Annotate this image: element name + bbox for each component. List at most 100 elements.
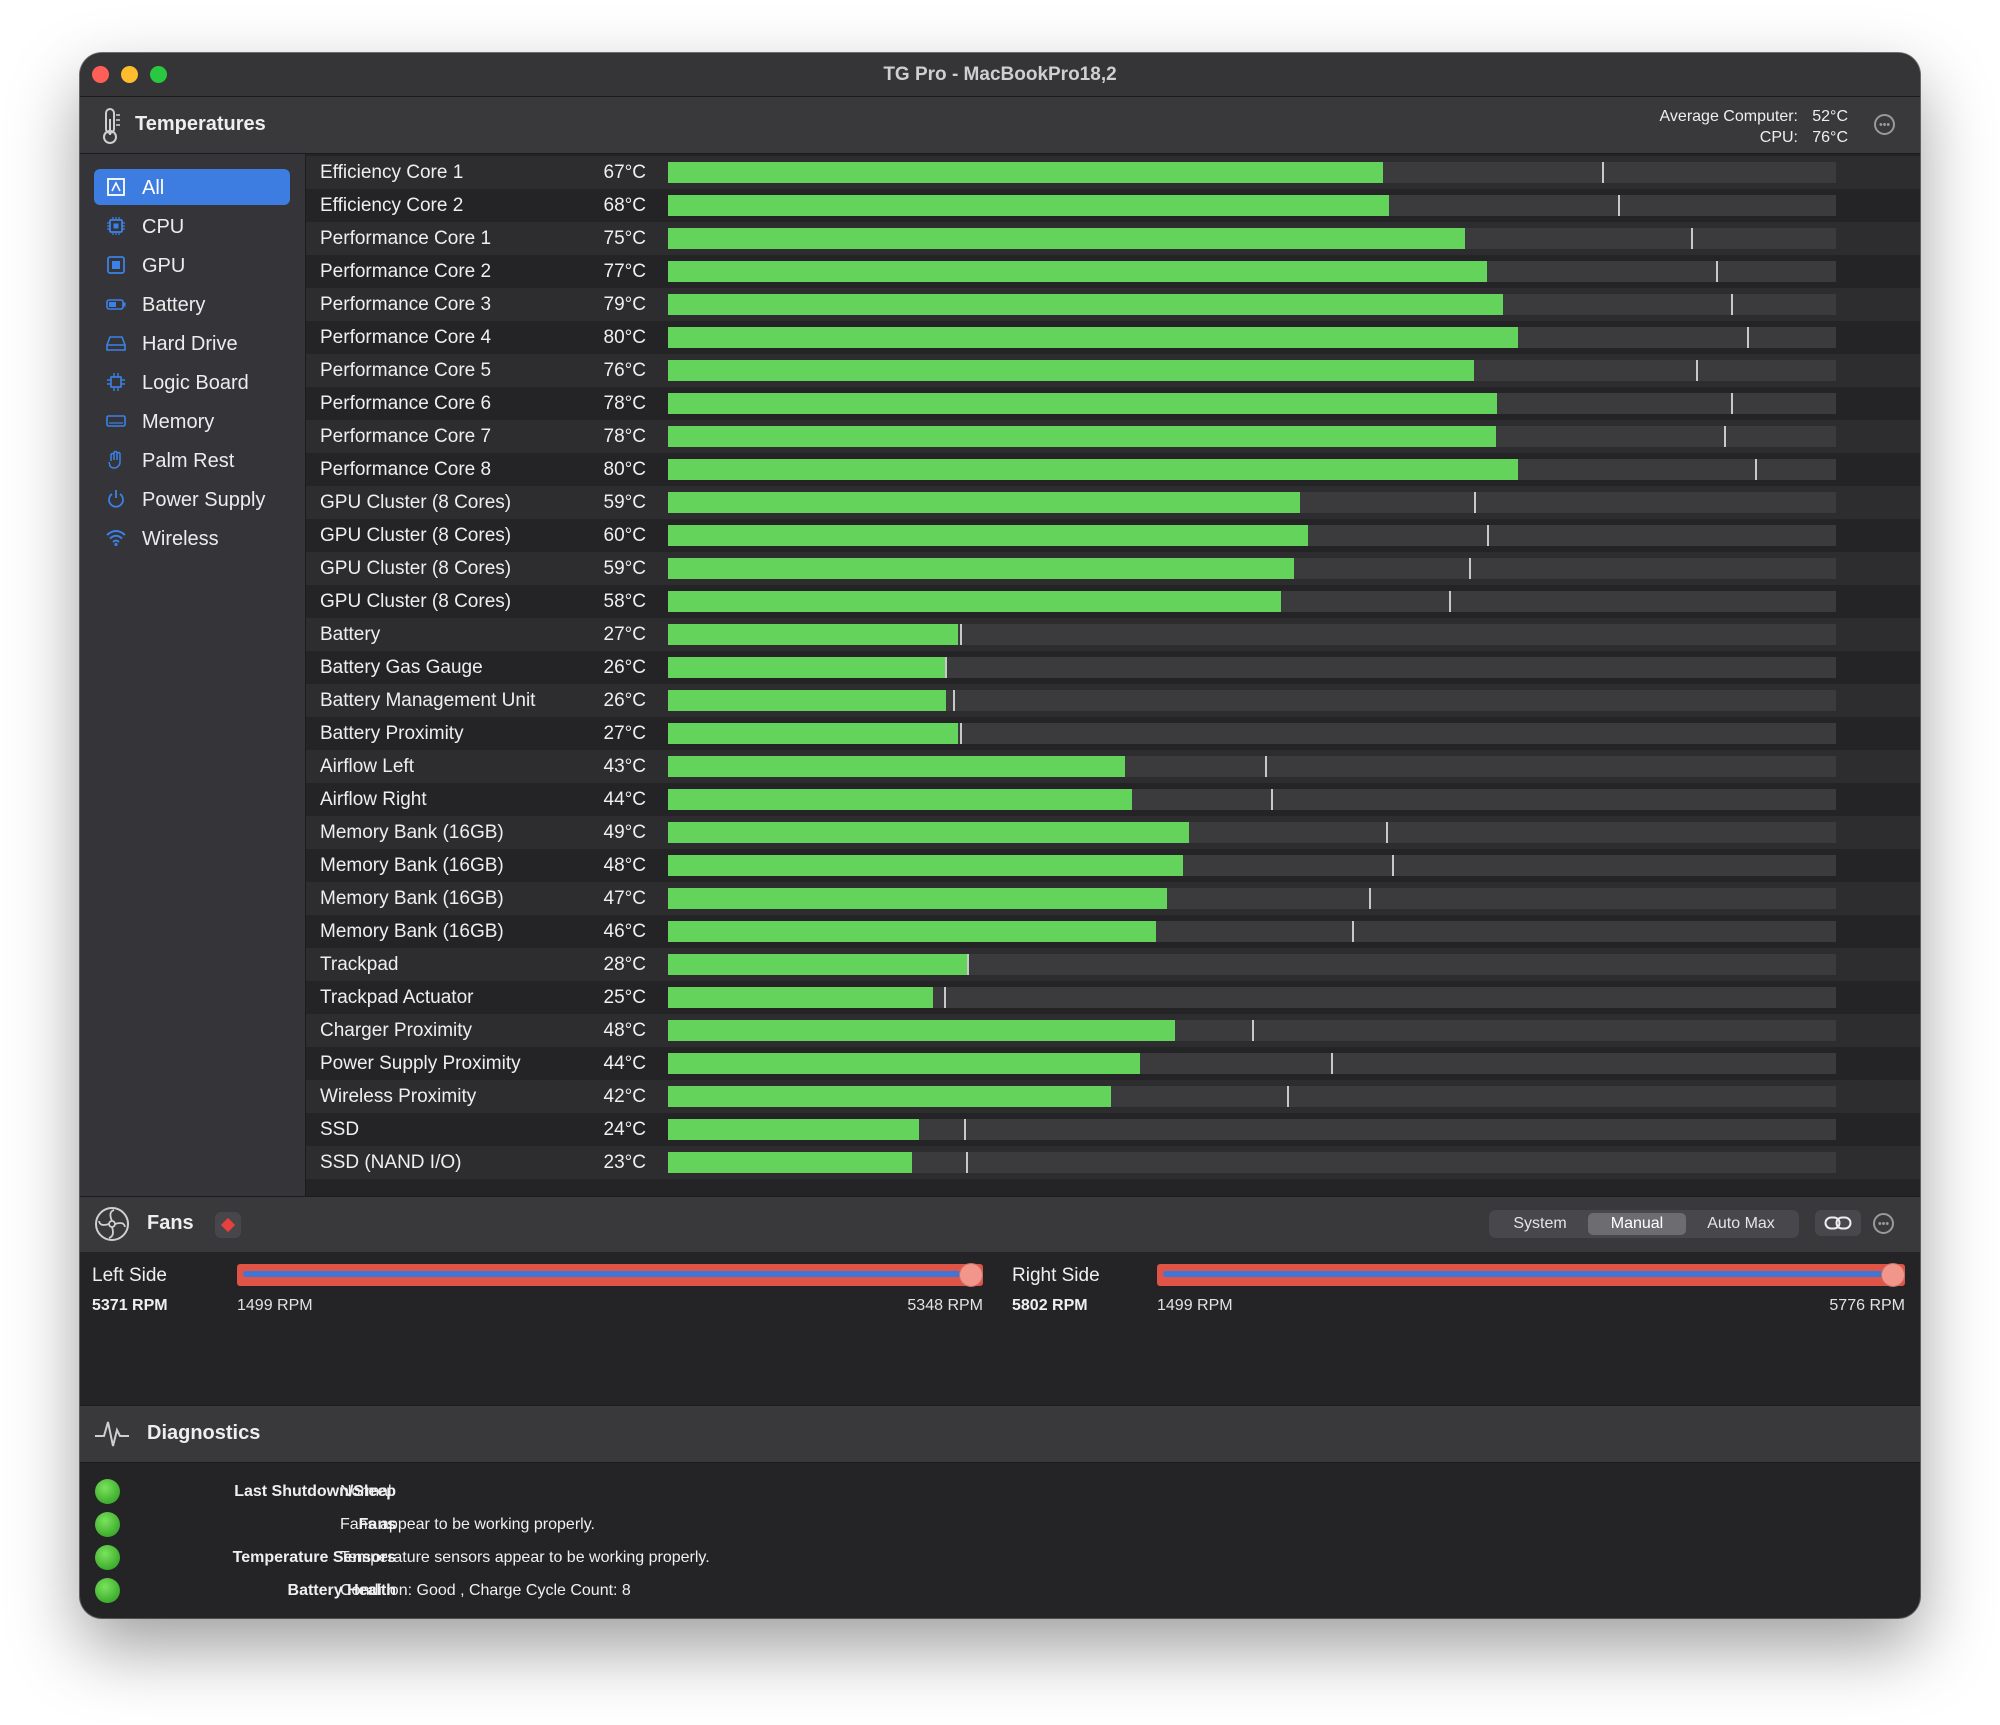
sensor-row[interactable]: Performance Core 1 75°C — [306, 222, 1920, 255]
power-icon — [108, 490, 124, 508]
temperature-bar-track — [668, 822, 1836, 843]
max-temperature-marker — [1287, 1086, 1289, 1107]
fan-mode-manual[interactable]: Manual — [1588, 1213, 1686, 1235]
sensor-row[interactable]: Wireless Proximity 42°C — [306, 1080, 1920, 1113]
fan-mode-system[interactable]: System — [1513, 1215, 1567, 1232]
max-temperature-marker — [1474, 492, 1476, 513]
sensor-row[interactable]: Performance Core 4 80°C — [306, 321, 1920, 354]
fans-more-button[interactable] — [1873, 1213, 1894, 1234]
temperature-bar-track — [668, 426, 1836, 447]
sensor-temperature: 26°C — [603, 657, 646, 678]
sidebar-item-gpu[interactable]: GPU — [94, 247, 290, 283]
temperature-bar-fill — [668, 822, 1189, 843]
sensor-row[interactable]: GPU Cluster (8 Cores) 60°C — [306, 519, 1920, 552]
sensor-row[interactable]: Efficiency Core 2 68°C — [306, 189, 1920, 222]
sensor-row[interactable]: Trackpad 28°C — [306, 948, 1920, 981]
sensor-name: SSD (NAND I/O) — [320, 1152, 462, 1173]
left-fan-slider-knob[interactable] — [959, 1263, 983, 1287]
temperature-bar-fill — [668, 525, 1308, 546]
sidebar-item-power-supply[interactable]: Power Supply — [94, 481, 290, 517]
fan-icon — [95, 1207, 129, 1241]
sensor-temperature: 27°C — [603, 723, 646, 744]
max-temperature-marker — [1755, 459, 1757, 480]
temperature-bar-track — [668, 789, 1836, 810]
sensor-row[interactable]: GPU Cluster (8 Cores) 59°C — [306, 552, 1920, 585]
sensor-row[interactable]: Performance Core 6 78°C — [306, 387, 1920, 420]
max-temperature-marker — [1618, 195, 1620, 216]
sensor-row[interactable]: Airflow Right 44°C — [306, 783, 1920, 816]
sidebar-item-all[interactable]: All — [94, 169, 290, 205]
temperature-bar-track — [668, 492, 1836, 513]
sensor-row[interactable]: Memory Bank (16GB) 49°C — [306, 816, 1920, 849]
sidebar-item-label: Memory — [142, 411, 215, 433]
right-fan-slider[interactable] — [1157, 1264, 1905, 1286]
max-temperature-marker — [1696, 360, 1698, 381]
category-sidebar: All CPU GPU Battery Hard Drive Logic Boa… — [80, 154, 306, 1196]
cpu-average-value: 76°C — [1812, 129, 1848, 146]
right-fan-rpm: 5802 RPM — [1012, 1297, 1088, 1314]
temperature-bar-track — [668, 261, 1836, 282]
right-fan-label: Right Side — [1012, 1265, 1100, 1286]
max-temperature-marker — [1265, 756, 1267, 777]
sensor-row[interactable]: Trackpad Actuator 25°C — [306, 981, 1920, 1014]
sensor-row[interactable]: Memory Bank (16GB) 48°C — [306, 849, 1920, 882]
sensor-row[interactable]: Performance Core 5 76°C — [306, 354, 1920, 387]
left-fan-rpm: 5371 RPM — [92, 1297, 168, 1314]
sensor-row[interactable]: Memory Bank (16GB) 47°C — [306, 882, 1920, 915]
sensor-row[interactable]: Performance Core 3 79°C — [306, 288, 1920, 321]
temperature-bar-track — [668, 393, 1836, 414]
temperature-bar-fill — [668, 690, 946, 711]
sensor-row[interactable]: Performance Core 7 78°C — [306, 420, 1920, 453]
sidebar-item-battery[interactable]: Battery — [94, 286, 290, 322]
sensor-row[interactable]: Battery 27°C — [306, 618, 1920, 651]
max-temperature-marker — [1731, 393, 1733, 414]
sensor-temperature: 23°C — [603, 1152, 646, 1173]
sensor-row[interactable]: Efficiency Core 1 67°C — [306, 156, 1920, 189]
sensor-temperature: 79°C — [603, 294, 646, 315]
sensor-row[interactable]: Performance Core 2 77°C — [306, 255, 1920, 288]
sensor-row[interactable]: GPU Cluster (8 Cores) 59°C — [306, 486, 1920, 519]
sensor-row[interactable]: SSD (NAND I/O) 23°C — [306, 1146, 1920, 1179]
sensor-row[interactable]: Memory Bank (16GB) 46°C — [306, 915, 1920, 948]
sensor-row[interactable]: Battery Gas Gauge 26°C — [306, 651, 1920, 684]
link-fans-button[interactable] — [1815, 1210, 1861, 1236]
sensor-row[interactable]: Power Supply Proximity 44°C — [306, 1047, 1920, 1080]
temperature-bar-fill — [668, 1020, 1175, 1041]
average-computer-label: Average Computer: — [1659, 108, 1798, 125]
diagnostic-row: Last Shutdown/Sleep Normal — [80, 1475, 1920, 1508]
max-temperature-marker — [1716, 261, 1718, 282]
sensor-row[interactable]: Airflow Left 43°C — [306, 750, 1920, 783]
sidebar-item-label: Battery — [142, 294, 206, 316]
temperature-bar-track — [668, 921, 1836, 942]
sensor-row[interactable]: Battery Proximity 27°C — [306, 717, 1920, 750]
sensor-row[interactable]: GPU Cluster (8 Cores) 58°C — [306, 585, 1920, 618]
temperature-bar-track — [668, 756, 1836, 777]
max-temperature-marker — [953, 690, 955, 711]
left-fan-slider[interactable] — [237, 1264, 983, 1286]
sidebar-item-wireless[interactable]: Wireless — [94, 520, 290, 556]
close-window-button[interactable] — [92, 66, 109, 83]
sidebar-item-cpu[interactable]: CPU — [94, 208, 290, 244]
sidebar-item-hard-drive[interactable]: Hard Drive — [94, 325, 290, 361]
temperature-bar-track — [668, 657, 1836, 678]
sensor-row[interactable]: Battery Management Unit 26°C — [306, 684, 1920, 717]
sidebar-item-memory[interactable]: Memory — [94, 403, 290, 439]
sensor-temperature: 48°C — [603, 1020, 646, 1041]
fan-mode-auto-max[interactable]: Auto Max — [1707, 1215, 1775, 1232]
right-fan-slider-knob[interactable] — [1881, 1263, 1905, 1287]
temperature-bar-fill — [668, 1152, 912, 1173]
minimize-window-button[interactable] — [121, 66, 138, 83]
sensor-row[interactable]: SSD 24°C — [306, 1113, 1920, 1146]
sensor-row[interactable]: Performance Core 8 80°C — [306, 453, 1920, 486]
sidebar-item-palm-rest[interactable]: Palm Rest — [94, 442, 290, 478]
fan-control-badge[interactable] — [215, 1212, 241, 1238]
temperature-bar-fill — [668, 624, 958, 645]
sensor-row[interactable]: Charger Proximity 48°C — [306, 1014, 1920, 1047]
diagnostic-value: Normal — [340, 1483, 392, 1500]
sensor-temperature: 58°C — [603, 591, 646, 612]
status-ok-icon — [95, 1545, 120, 1570]
sensor-name: Power Supply Proximity — [320, 1053, 521, 1074]
sidebar-item-logic-board[interactable]: Logic Board — [94, 364, 290, 400]
temperatures-more-button[interactable] — [1874, 114, 1895, 135]
zoom-window-button[interactable] — [150, 66, 167, 83]
